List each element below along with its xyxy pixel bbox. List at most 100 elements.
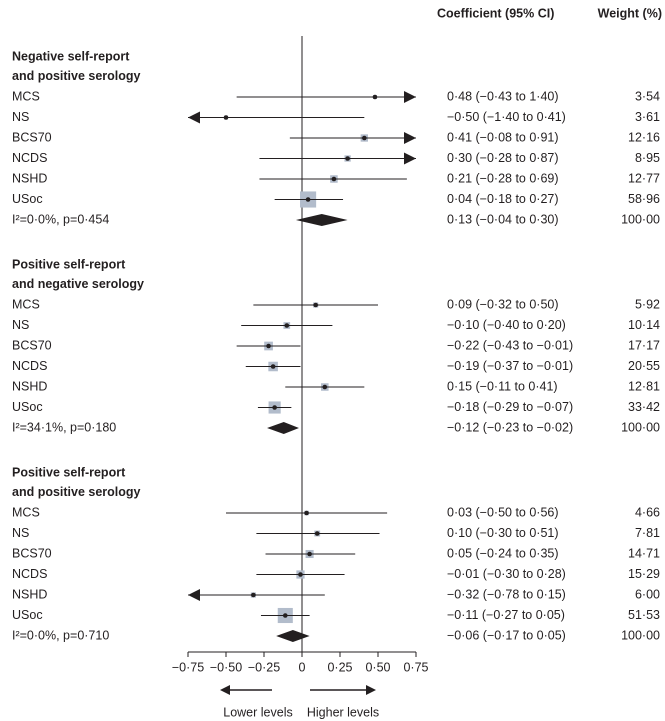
- point-estimate: [362, 135, 367, 141]
- weight-label: 10·14: [628, 318, 660, 332]
- ci-label: 0·13 (−0·04 to 0·30): [447, 212, 559, 226]
- ci-arrow: [404, 152, 416, 165]
- ci-label: 0·04 (−0·18 to 0·27): [447, 192, 559, 206]
- x-tick-label: 0·25: [327, 660, 352, 674]
- row-label: BCS70: [12, 130, 52, 144]
- point-estimate: [372, 94, 378, 100]
- row-label: MCS: [12, 505, 40, 519]
- point-estimate: [345, 156, 350, 161]
- ci-label: −0·06 (−0·17 to 0·05): [447, 628, 566, 642]
- weight-label: 7·81: [635, 526, 660, 540]
- point-estimate: [266, 343, 271, 349]
- x-tick-label: 0·75: [403, 660, 428, 674]
- row-label: I²=0·0%, p=0·710: [12, 628, 109, 642]
- ci-label: −0·10 (−0·40 to 0·20): [447, 318, 566, 332]
- ci-label: 0·21 (−0·28 to 0·69): [447, 171, 559, 185]
- ci-label: 0·41 (−0·08 to 0·91): [447, 130, 559, 144]
- weight-label: 33·42: [628, 400, 660, 414]
- point-estimate: [307, 551, 312, 557]
- x-tick-label: 0: [299, 660, 306, 674]
- point-estimate: [298, 572, 303, 577]
- x-tick-label: −0·50: [210, 660, 242, 674]
- weight-label: 100·00: [621, 628, 660, 642]
- x-tick-label: −0·75: [172, 660, 204, 674]
- ci-label: −0·32 (−0·78 to 0·15): [447, 587, 566, 601]
- weight-label: 100·00: [621, 420, 660, 434]
- summary-diamond: [267, 422, 299, 434]
- weight-label: 3·61: [635, 110, 660, 124]
- weight-label: 17·17: [628, 338, 660, 352]
- row-label: NSHD: [12, 587, 47, 601]
- row-label: MCS: [12, 297, 40, 311]
- ci-label: 0·05 (−0·24 to 0·35): [447, 546, 559, 560]
- point-estimate: [223, 115, 229, 120]
- ci-label: −0·22 (−0·43 to −0·01): [447, 338, 573, 352]
- row-label: NSHD: [12, 379, 47, 393]
- ci-label: 0·30 (−0·28 to 0·87): [447, 151, 559, 165]
- ci-arrow: [188, 589, 200, 601]
- point-estimate: [305, 197, 311, 202]
- group-title: and positive serology: [12, 485, 141, 499]
- group-title: Positive self-report: [12, 465, 126, 479]
- point-estimate: [314, 531, 320, 536]
- summary-diamond: [276, 630, 310, 642]
- row-label: NSHD: [12, 171, 47, 185]
- ci-arrow: [404, 132, 416, 144]
- summary-diamond: [295, 214, 348, 226]
- ci-label: 0·10 (−0·30 to 0·51): [447, 526, 559, 540]
- arrow-right-head: [366, 685, 376, 695]
- ci-arrow: [188, 111, 200, 124]
- weight-label: 14·71: [628, 546, 660, 560]
- ci-label: −0·19 (−0·37 to −0·01): [447, 359, 573, 373]
- direction-label: Higher levels: [307, 705, 379, 719]
- ci-label: −0·50 (−1·40 to 0·41): [447, 110, 566, 124]
- weight-label: 6·00: [635, 587, 660, 601]
- direction-label: Lower levels: [223, 705, 292, 719]
- group-title: and positive serology: [12, 69, 141, 83]
- weight-label: 51·53: [628, 608, 660, 622]
- row-label: USoc: [12, 400, 43, 414]
- row-label: USoc: [12, 192, 43, 206]
- row-label: USoc: [12, 608, 43, 622]
- ci-label: 0·15 (−0·11 to 0·41): [447, 379, 558, 393]
- row-label: NS: [12, 318, 29, 332]
- arrow-left-head: [220, 685, 230, 695]
- group-title: and negative serology: [12, 277, 144, 291]
- weight-label: 5·92: [635, 297, 660, 311]
- point-estimate: [282, 613, 288, 618]
- point-estimate: [331, 176, 337, 182]
- ci-arrow: [404, 91, 416, 103]
- row-label: NCDS: [12, 567, 47, 581]
- ci-label: −0·12 (−0·23 to −0·02): [447, 420, 573, 434]
- row-label: BCS70: [12, 546, 52, 560]
- group-title: Negative self-report: [12, 49, 130, 63]
- weight-label: 12·81: [628, 379, 660, 393]
- ci-label: 0·48 (−0·43 to 1·40): [447, 89, 559, 103]
- point-estimate: [284, 323, 290, 328]
- row-label: I²=34·1%, p=0·180: [12, 420, 116, 434]
- weight-label: 3·54: [635, 89, 660, 103]
- ci-label: −0·11 (−0·27 to 0·05): [447, 608, 565, 622]
- ci-label: 0·03 (−0·50 to 0·56): [447, 505, 559, 519]
- point-estimate: [313, 302, 318, 308]
- row-label: I²=0·0%, p=0·454: [12, 212, 109, 226]
- point-estimate: [270, 364, 276, 369]
- weight-label: 12·16: [628, 130, 660, 144]
- weight-label: 4·66: [635, 505, 660, 519]
- row-label: NCDS: [12, 359, 47, 373]
- weight-label: 20·55: [628, 359, 660, 373]
- point-estimate: [304, 510, 309, 516]
- ci-label: −0·01 (−0·30 to 0·28): [447, 567, 566, 581]
- weight-label: 58·96: [628, 192, 660, 206]
- point-estimate: [251, 592, 256, 598]
- row-label: NCDS: [12, 151, 47, 165]
- x-tick-label: −0·25: [248, 660, 280, 674]
- weight-label: 8·95: [635, 151, 660, 165]
- column-header: Coefficient (95% CI): [437, 6, 554, 20]
- row-label: BCS70: [12, 338, 52, 352]
- row-label: MCS: [12, 89, 40, 103]
- ci-label: 0·09 (−0·32 to 0·50): [447, 297, 559, 311]
- ci-label: −0·18 (−0·29 to −0·07): [447, 400, 573, 414]
- point-estimate: [272, 405, 277, 410]
